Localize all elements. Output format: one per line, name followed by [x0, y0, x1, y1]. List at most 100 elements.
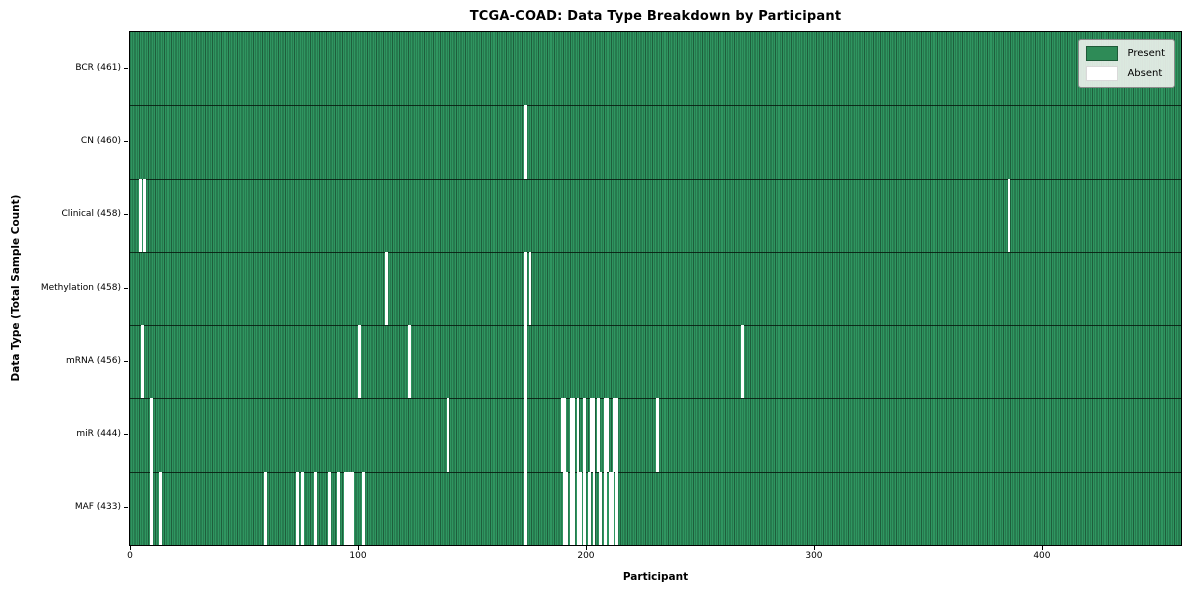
- absent-stripe: [740, 325, 744, 399]
- x-tick-label: 0: [127, 551, 133, 561]
- y-tick-mark: [124, 140, 128, 142]
- absent-stripe: [569, 398, 573, 472]
- absent-stripe: [348, 471, 352, 545]
- absent-stripe: [159, 471, 163, 545]
- absent-stripe: [150, 471, 154, 545]
- absent-stripe: [300, 471, 304, 545]
- legend-label-present: Present: [1127, 48, 1165, 59]
- legend: Present Absent: [1078, 39, 1175, 88]
- y-tick-mark: [124, 507, 128, 509]
- absent-stripe: [350, 471, 354, 545]
- absent-stripe: [296, 471, 299, 545]
- absent-stripe: [604, 471, 607, 545]
- row-separator: [130, 398, 1181, 400]
- row-separator: [130, 251, 1181, 253]
- x-tick-mark: [130, 546, 131, 550]
- y-tick-mark: [124, 434, 128, 436]
- absent-stripe: [592, 398, 596, 472]
- absent-stripe: [569, 471, 573, 545]
- heatmap-row-cn: [130, 105, 1181, 179]
- x-tick-label: 200: [577, 551, 595, 561]
- absent-stripe: [583, 398, 587, 472]
- x-tick-mark: [585, 546, 587, 550]
- absent-stripe: [576, 398, 580, 472]
- x-tick-label: 300: [805, 551, 823, 561]
- absent-stripe: [346, 471, 350, 545]
- x-tick-label: 100: [349, 551, 367, 561]
- x-tick-label: 400: [1033, 551, 1051, 561]
- absent-stripe: [608, 471, 612, 545]
- absent-stripe: [572, 471, 575, 545]
- row-separator: [130, 471, 1181, 473]
- y-tick-label: Methylation (458): [40, 282, 121, 293]
- absent-stripe: [524, 325, 527, 399]
- absent-stripe: [357, 325, 361, 399]
- absent-stripe: [592, 471, 596, 545]
- absent-stripe: [613, 398, 616, 472]
- absent-stripe: [615, 471, 619, 545]
- absent-stripe: [524, 471, 527, 545]
- absent-stripe: [362, 471, 366, 545]
- x-tick-mark: [1041, 546, 1043, 550]
- y-tick-label: Clinical (458): [61, 209, 121, 220]
- heatmap-row-mir: [130, 398, 1181, 472]
- absent-stripe: [583, 471, 587, 545]
- absent-stripe: [385, 251, 388, 326]
- present-swatch: [1086, 46, 1119, 61]
- chart-title: TCGA-COAD: Data Type Breakdown by Partic…: [469, 9, 842, 24]
- absent-stripe: [314, 471, 318, 545]
- absent-stripe: [572, 398, 575, 472]
- absent-stripe: [590, 398, 594, 472]
- y-tick-label: mRNA (456): [66, 355, 121, 366]
- x-tick-mark: [813, 546, 815, 550]
- y-tick-label: MAF (433): [74, 502, 121, 513]
- absent-stripe: [576, 471, 580, 545]
- legend-label-absent: Absent: [1127, 68, 1163, 79]
- absent-stripe: [264, 471, 268, 545]
- absent-stripe: [524, 251, 527, 326]
- absent-stripe: [328, 471, 331, 545]
- absent-stripe: [562, 471, 566, 545]
- x-tick-mark: [357, 546, 359, 550]
- absent-stripe: [524, 398, 527, 472]
- heatmap-row-clinical: [130, 178, 1181, 252]
- y-tick-label: miR (444): [76, 429, 121, 440]
- y-tick-mark: [124, 67, 128, 69]
- y-tick-label: BCR (461): [75, 62, 121, 73]
- absent-stripe: [143, 178, 147, 252]
- y-tick-mark: [124, 360, 128, 362]
- y-tick-mark: [124, 214, 128, 216]
- heatmap-row-maf: [130, 471, 1181, 545]
- absent-stripe: [606, 398, 609, 472]
- absent-stripe: [141, 325, 144, 399]
- heatmap-row-mrna: [130, 325, 1181, 399]
- absent-stripe: [565, 471, 568, 545]
- y-tick-label: CN (460): [80, 135, 121, 146]
- legend-entry-present: Present: [1086, 46, 1165, 61]
- absent-stripe: [599, 471, 603, 545]
- absent-swatch: [1086, 66, 1119, 81]
- absent-stripe: [1007, 178, 1011, 252]
- row-separator: [130, 105, 1181, 107]
- row-separator: [130, 325, 1181, 327]
- absent-stripe: [344, 471, 347, 545]
- heatmap-row-methylation: [130, 251, 1181, 326]
- absent-stripe: [337, 471, 340, 545]
- absent-stripe: [407, 325, 411, 399]
- absent-stripe: [524, 105, 527, 179]
- absent-stripe: [528, 251, 532, 326]
- absent-stripe: [615, 398, 619, 472]
- absent-stripe: [610, 471, 614, 545]
- absent-stripe: [446, 398, 450, 472]
- absent-stripe: [578, 471, 582, 545]
- absent-stripe: [656, 398, 660, 472]
- absent-stripe: [604, 398, 607, 472]
- absent-stripe: [562, 398, 566, 472]
- y-tick-mark: [124, 287, 128, 289]
- absent-stripe: [597, 398, 600, 472]
- legend-entry-absent: Absent: [1086, 66, 1165, 81]
- absent-stripe: [560, 398, 564, 472]
- plot-area: Present Absent: [129, 31, 1182, 546]
- heatmap-row-bcr: [130, 32, 1181, 105]
